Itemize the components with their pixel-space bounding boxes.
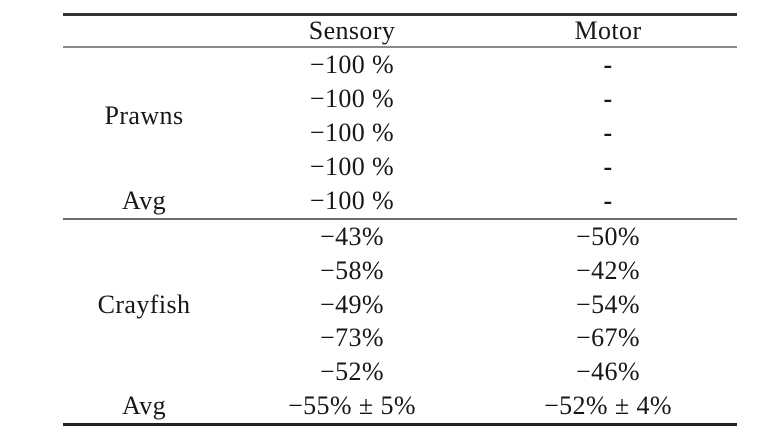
results-table: Sensory Motor Prawns −100 % - −100 % - −… bbox=[63, 13, 737, 426]
cell-crayfish-avg-motor: −52% ± 4% bbox=[544, 391, 672, 421]
cell-prawns-row2-motor: - bbox=[603, 84, 613, 113]
group-label-crayfish: Crayfish bbox=[97, 289, 191, 319]
cell-prawns-avg-sensory: −100 % bbox=[309, 186, 395, 215]
section-divider-rule bbox=[63, 218, 737, 220]
table-section-crayfish: Crayfish −43% −50% −58% −42% −49% −54% −… bbox=[63, 220, 737, 423]
header-rule bbox=[63, 46, 737, 48]
table-section-prawns: Prawns −100 % - −100 % - −100 % - −100 %… bbox=[63, 48, 737, 218]
header-empty-cell bbox=[63, 16, 225, 46]
header-motor: Motor bbox=[574, 16, 642, 45]
cell-crayfish-row2-motor: −42% bbox=[576, 255, 640, 285]
cell-crayfish-row4-sensory: −73% bbox=[320, 323, 384, 353]
cell-crayfish-row2-sensory: −58% bbox=[320, 255, 384, 285]
cell-prawns-row2-sensory: −100 % bbox=[309, 84, 395, 113]
cell-crayfish-row3-motor: −54% bbox=[576, 289, 640, 319]
avg-label-prawns: Avg bbox=[121, 186, 167, 215]
cell-prawns-row1-motor: - bbox=[603, 50, 613, 79]
cell-prawns-row3-sensory: −100 % bbox=[309, 118, 395, 147]
avg-label-crayfish: Avg bbox=[121, 391, 167, 421]
group-label-prawns: Prawns bbox=[104, 101, 184, 130]
cell-prawns-row1-sensory: −100 % bbox=[309, 50, 395, 79]
cell-prawns-avg-motor: - bbox=[603, 186, 613, 215]
cell-crayfish-row5-sensory: −52% bbox=[320, 357, 384, 387]
cell-crayfish-row3-sensory: −49% bbox=[320, 289, 384, 319]
cell-crayfish-row5-motor: −46% bbox=[576, 357, 640, 387]
cell-prawns-row3-motor: - bbox=[603, 118, 613, 147]
cell-crayfish-row1-motor: −50% bbox=[576, 221, 640, 251]
cell-prawns-row4-sensory: −100 % bbox=[309, 152, 395, 181]
table-header-row: Sensory Motor bbox=[63, 16, 737, 46]
cell-prawns-row4-motor: - bbox=[603, 152, 613, 181]
table-top-rule bbox=[63, 13, 737, 16]
header-sensory: Sensory bbox=[308, 16, 396, 45]
cell-crayfish-avg-sensory: −55% ± 5% bbox=[288, 391, 416, 421]
cell-crayfish-row4-motor: −67% bbox=[576, 323, 640, 353]
table-bottom-rule bbox=[63, 422, 737, 426]
cell-crayfish-row1-sensory: −43% bbox=[320, 221, 384, 251]
